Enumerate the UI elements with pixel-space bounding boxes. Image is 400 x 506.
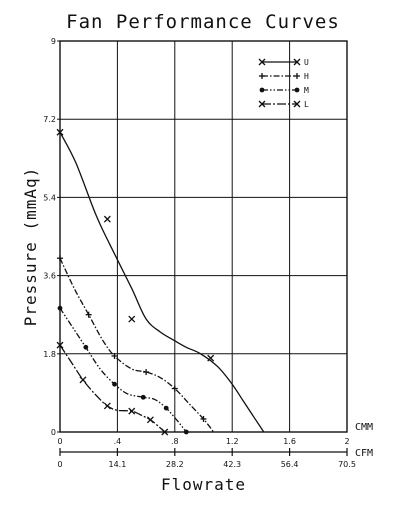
series-marker bbox=[183, 429, 189, 435]
series-marker bbox=[293, 100, 301, 108]
y-tick-label: 5.4 bbox=[43, 193, 56, 202]
marker-stroke bbox=[128, 315, 136, 323]
x-tick-label: 0 bbox=[57, 437, 62, 446]
marker-dot bbox=[140, 394, 146, 400]
marker-stroke bbox=[146, 416, 154, 424]
series-marker bbox=[200, 415, 207, 422]
series-marker bbox=[163, 405, 169, 411]
marker-stroke bbox=[128, 407, 136, 415]
series-marker bbox=[83, 344, 89, 350]
series-marker bbox=[128, 315, 136, 323]
series-marker bbox=[294, 87, 300, 93]
series-marker bbox=[146, 416, 154, 424]
marker-dot bbox=[83, 344, 89, 350]
x-tick-label: .8 bbox=[171, 437, 179, 446]
x-tick-label: .4 bbox=[114, 437, 122, 446]
cfm-tick-label: 56.4 bbox=[281, 460, 299, 469]
marker-dot bbox=[112, 381, 117, 387]
series-line-h bbox=[59, 257, 215, 433]
legend-label: L bbox=[304, 100, 309, 109]
x-tick-label: 1.6 bbox=[283, 437, 296, 446]
x-tick-label: 1.2 bbox=[226, 437, 239, 446]
x-axis-title: Flowrate bbox=[161, 475, 246, 494]
series-marker bbox=[56, 128, 64, 136]
x-unit-primary: CMM bbox=[355, 422, 373, 433]
axis-ticks: 0 1.8 3.6 5.4 7.2 9 0 .4 .8 1.2 1.6 2 0 14.1 28.2 42.3 5… bbox=[43, 37, 356, 469]
series-marker bbox=[293, 58, 301, 66]
series-marker bbox=[258, 58, 266, 66]
plot-frame bbox=[59, 40, 348, 433]
series-marker bbox=[103, 215, 111, 223]
series-marker bbox=[57, 255, 63, 262]
series-marker bbox=[171, 385, 178, 392]
marker-stroke bbox=[103, 215, 111, 223]
marker-stroke bbox=[79, 376, 87, 384]
chart-title: Fan Performance Curves bbox=[66, 11, 340, 33]
y-tick-label: 0 bbox=[51, 428, 56, 437]
cfm-tick-label: 70.5 bbox=[338, 460, 356, 469]
y-axis-title: Pressure (mmAq) bbox=[21, 167, 40, 327]
x-unit-secondary: CFM bbox=[355, 448, 373, 459]
series-lines bbox=[56, 128, 265, 436]
series-line-u bbox=[59, 131, 265, 433]
series-marker bbox=[294, 73, 300, 79]
marker-dot bbox=[259, 87, 265, 93]
cfm-tick-label: 14.1 bbox=[108, 460, 126, 469]
marker-stroke bbox=[161, 428, 169, 436]
marker-dot bbox=[294, 87, 300, 93]
y-tick-label: 1.8 bbox=[43, 350, 56, 359]
series-marker bbox=[57, 305, 63, 311]
series-marker bbox=[111, 352, 118, 359]
marker-stroke bbox=[258, 58, 266, 66]
series-marker bbox=[143, 369, 150, 376]
series-line-m bbox=[59, 307, 187, 433]
series-marker bbox=[79, 376, 87, 384]
legend-label: H bbox=[304, 72, 309, 81]
series-marker bbox=[140, 394, 146, 400]
legend-label: U bbox=[304, 58, 309, 67]
marker-stroke bbox=[293, 100, 301, 108]
marker-stroke bbox=[56, 128, 64, 136]
marker-stroke bbox=[207, 354, 215, 362]
marker-stroke bbox=[258, 100, 266, 108]
cfm-tick-label: 0 bbox=[57, 460, 62, 469]
marker-stroke bbox=[103, 402, 111, 410]
marker-stroke bbox=[56, 341, 64, 349]
series-marker bbox=[112, 381, 117, 387]
series-marker bbox=[85, 311, 92, 318]
series-marker bbox=[259, 73, 265, 79]
series-marker bbox=[258, 100, 266, 108]
legend-label: M bbox=[304, 86, 309, 95]
x-tick-label: 2 bbox=[344, 437, 349, 446]
marker-dot bbox=[183, 429, 189, 435]
series-marker bbox=[259, 87, 265, 93]
marker-dot bbox=[57, 305, 63, 311]
series-marker bbox=[128, 407, 136, 415]
y-tick-label: 9 bbox=[51, 37, 56, 46]
cfm-tick-label: 42.3 bbox=[223, 460, 241, 469]
marker-dot bbox=[163, 405, 169, 411]
y-tick-label: 7.2 bbox=[43, 115, 56, 124]
series-marker bbox=[161, 428, 169, 436]
grid-lines bbox=[60, 41, 347, 432]
marker-stroke bbox=[293, 58, 301, 66]
series-marker bbox=[56, 341, 64, 349]
cfm-tick-label: 28.2 bbox=[166, 460, 184, 469]
series-marker bbox=[207, 354, 215, 362]
series-marker bbox=[103, 402, 111, 410]
y-tick-label: 3.6 bbox=[43, 272, 56, 281]
